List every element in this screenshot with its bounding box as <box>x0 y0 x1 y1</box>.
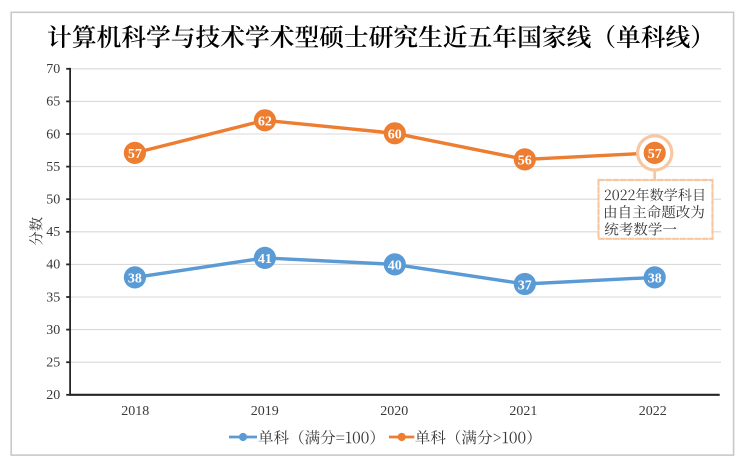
svg-text:55: 55 <box>46 160 60 175</box>
svg-text:2018: 2018 <box>121 404 149 419</box>
svg-text:65: 65 <box>46 95 60 110</box>
svg-text:41: 41 <box>258 252 272 267</box>
svg-text:35: 35 <box>46 290 60 305</box>
svg-text:70: 70 <box>46 62 60 77</box>
svg-text:56: 56 <box>518 154 532 169</box>
svg-text:40: 40 <box>46 258 60 273</box>
svg-text:2020: 2020 <box>380 404 408 419</box>
svg-text:40: 40 <box>388 259 402 274</box>
svg-text:2022: 2022 <box>639 404 667 419</box>
svg-text:30: 30 <box>46 323 60 338</box>
svg-text:38: 38 <box>128 272 142 287</box>
svg-text:50: 50 <box>46 193 60 208</box>
svg-text:57: 57 <box>648 147 662 162</box>
svg-text:20: 20 <box>46 388 60 403</box>
svg-text:45: 45 <box>46 225 60 240</box>
svg-text:60: 60 <box>388 128 402 143</box>
svg-text:2021: 2021 <box>509 404 537 419</box>
svg-text:62: 62 <box>258 115 272 130</box>
svg-text:38: 38 <box>648 272 662 287</box>
svg-text:25: 25 <box>46 356 60 371</box>
svg-text:2019: 2019 <box>251 404 279 419</box>
svg-text:37: 37 <box>518 278 532 293</box>
svg-text:60: 60 <box>46 127 60 142</box>
svg-text:57: 57 <box>128 147 142 162</box>
